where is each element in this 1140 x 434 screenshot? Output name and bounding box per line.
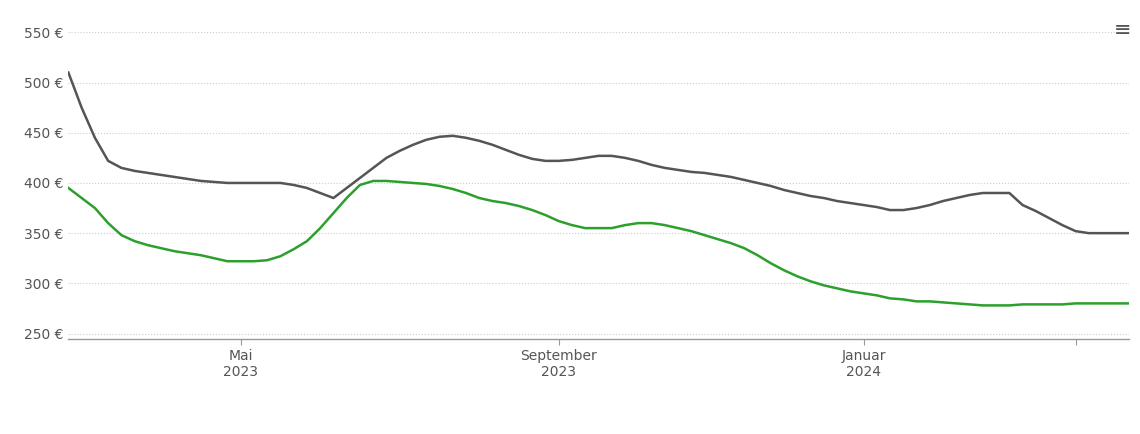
Text: ≡: ≡ [1114, 20, 1131, 39]
